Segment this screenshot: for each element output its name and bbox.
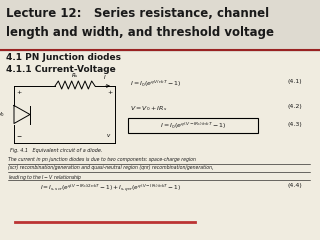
Text: leading to the $I - V$ relationship: leading to the $I - V$ relationship	[8, 173, 83, 182]
Bar	[0, 0, 320, 52]
Text: The current in pn junction diodes is due to two components: space-charge region: The current in pn junction diodes is due…	[8, 157, 196, 162]
Text: $I = I_0(e^{qV/nkT} - 1)$: $I = I_0(e^{qV/nkT} - 1)$	[130, 79, 182, 89]
Text: (4.1): (4.1)	[287, 79, 302, 84]
Text: $I = I_{s,scr}(e^{q(V-IR_s)/2nkT} - 1) + I_{s,qnr}(e^{q(V-IR_s)/nkT} - 1)$: $I = I_{s,scr}(e^{q(V-IR_s)/2nkT} - 1) +…	[40, 183, 181, 194]
Text: $I = I_0(e^{q(V-IR_s)/nkT} - 1)$: $I = I_0(e^{q(V-IR_s)/nkT} - 1)$	[160, 120, 226, 131]
Text: $V_0$: $V_0$	[0, 110, 5, 119]
Text: Fig. 4.1   Equivalent circuit of a diode.: Fig. 4.1 Equivalent circuit of a diode.	[10, 148, 102, 153]
Text: (4.2): (4.2)	[287, 104, 302, 109]
Text: (4.4): (4.4)	[287, 183, 302, 188]
Text: $I$: $I$	[103, 73, 107, 81]
Text: +: +	[107, 90, 112, 95]
Text: +: +	[16, 90, 21, 95]
Text: v: v	[107, 133, 110, 138]
Text: $V = V_0 + IR_s$: $V = V_0 + IR_s$	[130, 104, 167, 113]
Text: (4.3): (4.3)	[287, 122, 302, 127]
Text: −: −	[16, 133, 21, 138]
Text: length and width, and threshold voltage: length and width, and threshold voltage	[6, 26, 274, 39]
Text: Lecture 12:   Series resistance, channel: Lecture 12: Series resistance, channel	[6, 7, 269, 20]
Text: 4.1.1 Current-Voltage: 4.1.1 Current-Voltage	[6, 65, 116, 74]
Text: (scr) recombination/generation and quasi-neutral region (qnr) recombination/gene: (scr) recombination/generation and quasi…	[8, 165, 213, 170]
Text: 4.1 PN Junction diodes: 4.1 PN Junction diodes	[6, 53, 121, 62]
Text: $R_s$: $R_s$	[71, 71, 79, 80]
Bar	[128, 118, 258, 133]
